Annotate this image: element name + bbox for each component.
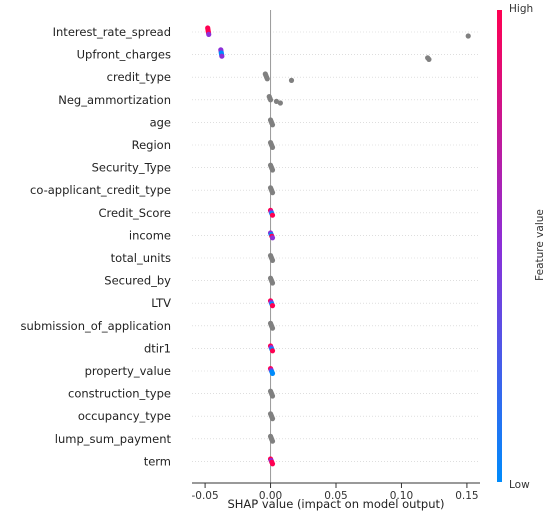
shap-point: [277, 100, 283, 106]
shap-point: [273, 98, 280, 104]
x-tick-label: 0.10: [390, 490, 413, 502]
shap-point: [288, 77, 295, 83]
points-layer: [205, 25, 471, 467]
feature-label: submission_of_application: [21, 319, 172, 333]
feature-label: dtir1: [144, 341, 171, 355]
x-axis-title: SHAP value (impact on model output): [227, 497, 444, 511]
colorbar-title: Feature value: [534, 209, 546, 281]
shap-point: [269, 303, 276, 309]
shap-point: [269, 348, 276, 354]
feature-label: LTV: [151, 296, 171, 310]
feature-label: Neg_ammortization: [58, 93, 171, 107]
shap-point: [269, 167, 276, 173]
shap-point: [269, 325, 276, 331]
shap-point: [269, 122, 276, 128]
x-tick-label: 0.00: [259, 490, 282, 502]
shap-point: [426, 56, 432, 63]
x-axis-ticks: -0.05 0.00 0.05 0.10 0.15: [192, 483, 479, 502]
shap-point: [269, 461, 276, 467]
feature-label: Interest_rate_spread: [53, 25, 171, 39]
colorbar: [497, 10, 502, 482]
feature-label: age: [150, 115, 171, 129]
shap-point: [269, 235, 276, 241]
feature-label: Credit_Score: [98, 206, 171, 220]
feature-labels: Interest_rate_spread Upfront_chargescredi…: [21, 25, 172, 468]
shap-point: [269, 393, 276, 399]
feature-label: term: [144, 454, 171, 468]
x-tick-label: -0.05: [192, 490, 219, 502]
feature-label: credit_type: [107, 70, 171, 84]
shap-point: [269, 280, 276, 286]
colorbar-high-label: High: [509, 3, 533, 15]
shap-point: [264, 76, 270, 82]
feature-label: construction_type: [68, 387, 171, 401]
x-tick-label: 0.15: [455, 490, 478, 502]
x-tick-label: 0.05: [324, 490, 347, 502]
feature-label: income: [129, 228, 171, 242]
feature-label: co-applicant_credit_type: [30, 183, 171, 197]
feature-label: occupancy_type: [78, 409, 171, 423]
feature-gridlines: [192, 31, 480, 462]
feature-label: lump_sum_payment: [55, 432, 172, 446]
feature-label: Upfront_charges: [77, 48, 171, 62]
shap-point: [465, 33, 471, 39]
shap-point: [269, 144, 276, 150]
feature-label: property_value: [85, 364, 171, 378]
colorbar-low-label: Low: [509, 479, 530, 491]
shap-point: [269, 438, 276, 444]
feature-label: Region: [132, 138, 171, 152]
shap-point: [269, 370, 276, 376]
shap-point: [206, 31, 212, 37]
feature-label: Secured_by: [104, 274, 171, 288]
shap-point: [269, 416, 276, 422]
shap-point: [269, 257, 276, 263]
feature-label: Security_Type: [92, 161, 171, 175]
shap-point: [267, 97, 274, 103]
shap-point: [269, 190, 276, 196]
shap-point: [219, 53, 225, 59]
shap-point: [269, 212, 276, 218]
feature-label: total_units: [111, 251, 171, 265]
